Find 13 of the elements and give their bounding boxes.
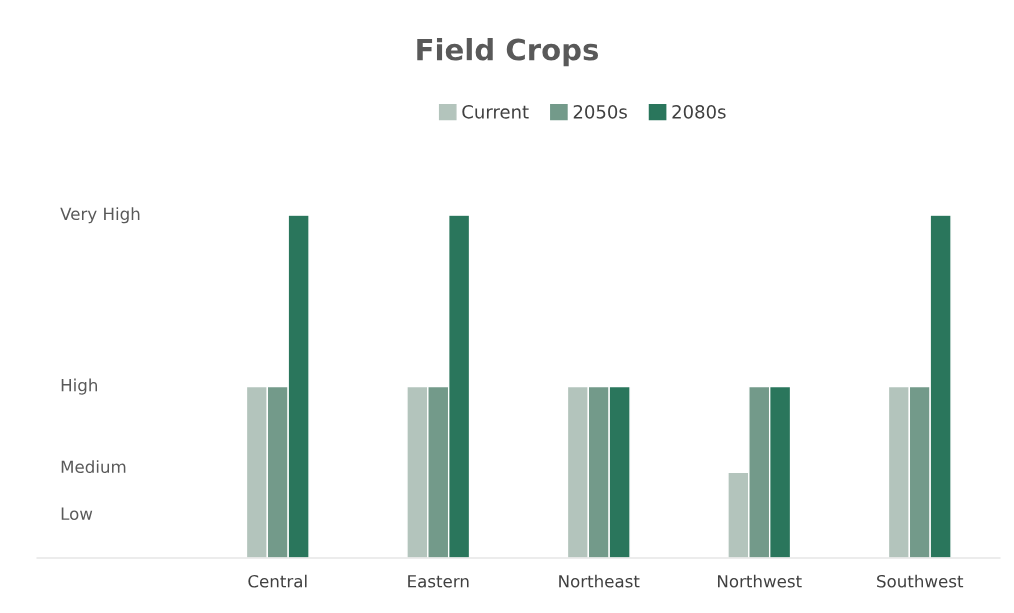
text: Medium xyxy=(61,460,126,474)
legend-label: 2080s xyxy=(672,104,726,119)
x-tick-label: Southwest xyxy=(877,574,964,588)
x-tick-label: Northwest xyxy=(718,574,802,588)
text: Very High xyxy=(60,207,140,224)
legend-label: 2050s xyxy=(573,104,627,119)
legend-label: Current xyxy=(462,104,529,119)
x-tick-label: Central xyxy=(248,574,307,588)
text: High xyxy=(61,378,97,395)
x-tick-label: Northeast xyxy=(559,574,640,588)
x-tick-label: Eastern xyxy=(408,575,469,588)
text: Low xyxy=(61,507,93,520)
chart-title: Field Crops xyxy=(417,37,599,67)
